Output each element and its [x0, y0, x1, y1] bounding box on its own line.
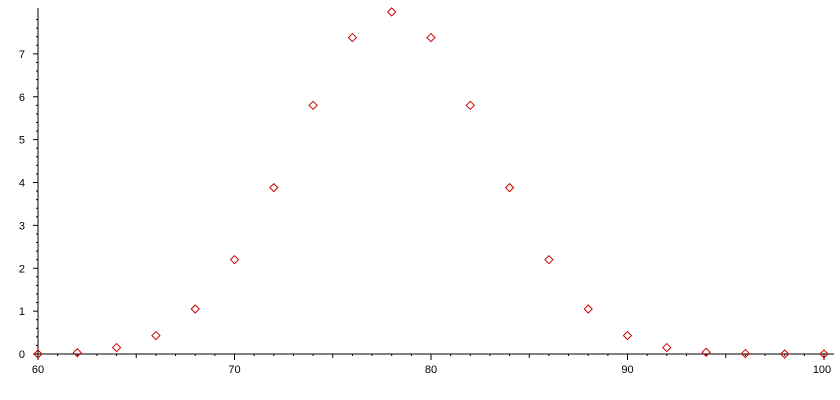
data-point: [347, 32, 358, 43]
y-tick-label: 0: [19, 349, 25, 361]
x-tick-label: 100: [813, 364, 831, 376]
data-point: [269, 182, 279, 193]
data-point: [583, 304, 593, 314]
data-point: [662, 342, 672, 353]
x-tick-label: 60: [32, 364, 44, 376]
data-point: [33, 349, 43, 359]
data-point: [465, 100, 476, 111]
y-tick-label: 2: [19, 263, 25, 275]
data-point: [622, 330, 633, 341]
data-point: [740, 348, 751, 359]
y-axis-ticks: 0 1 2 3 4 5 6 7: [19, 19, 38, 361]
data-point: [72, 348, 83, 358]
y-tick-label: 5: [19, 135, 25, 147]
y-tick-label: 6: [19, 92, 25, 104]
data-point: [111, 342, 122, 353]
data-point: [386, 7, 397, 17]
data-points: [33, 7, 829, 359]
data-point: [819, 349, 829, 359]
x-axis-ticks: 60 70 80 90 100: [32, 354, 831, 376]
data-point: [308, 100, 318, 111]
y-tick-label: 1: [19, 306, 25, 318]
x-tick-label: 80: [425, 364, 437, 376]
data-point: [151, 330, 161, 341]
data-point: [504, 182, 515, 193]
y-tick-label: 3: [19, 220, 25, 232]
y-tick-label: 7: [19, 49, 25, 61]
data-point: [190, 304, 200, 314]
data-point: [779, 349, 790, 359]
x-tick-label: 70: [228, 364, 240, 376]
data-point: [229, 254, 240, 265]
data-point: [426, 32, 436, 43]
data-point: [701, 347, 711, 357]
y-tick-label: 4: [19, 178, 25, 190]
x-tick-label: 90: [621, 364, 633, 376]
axes: [36, 8, 834, 355]
data-point: [544, 254, 554, 265]
